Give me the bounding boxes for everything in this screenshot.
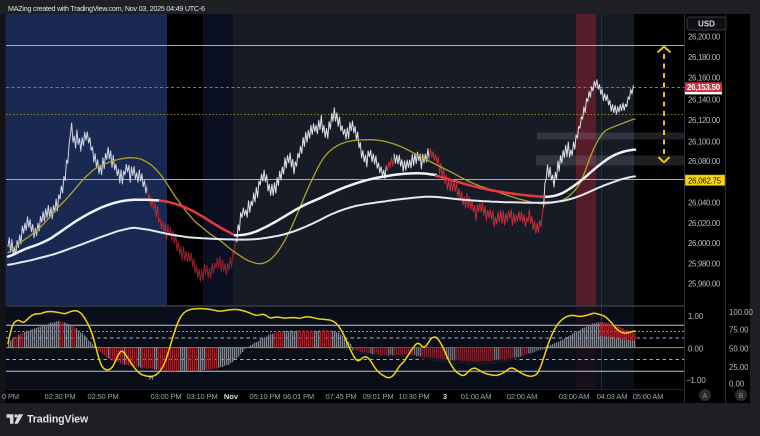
svg-text:26,140.00: 26,140.00 — [688, 96, 721, 105]
svg-text:USD: USD — [698, 19, 715, 28]
svg-text:26,040.00: 26,040.00 — [688, 198, 721, 207]
svg-text:MAZing created with TradingVie: MAZing created with TradingView.com, Nov… — [8, 4, 205, 13]
svg-text:−1.00: −1.00 — [686, 376, 706, 385]
svg-text:26,200.00: 26,200.00 — [688, 32, 721, 41]
svg-text:04:03 AM: 04:03 AM — [597, 392, 627, 401]
svg-text:26,180.00: 26,180.00 — [688, 53, 721, 62]
svg-text:Nov: Nov — [224, 392, 239, 401]
svg-text:03:00 PM: 03:00 PM — [151, 392, 182, 401]
svg-text:10:30 PM: 10:30 PM — [399, 392, 430, 401]
svg-text:TradingView: TradingView — [27, 413, 89, 425]
svg-text:01:00 AM: 01:00 AM — [461, 392, 491, 401]
svg-text:25.00: 25.00 — [729, 363, 749, 372]
svg-text:26,100.00: 26,100.00 — [688, 137, 721, 146]
svg-text:3: 3 — [443, 392, 447, 401]
svg-text:H: H — [149, 376, 153, 382]
svg-text:A: A — [703, 393, 708, 400]
svg-text:06:01 PM: 06:01 PM — [283, 392, 314, 401]
svg-text:25,960.00: 25,960.00 — [688, 280, 721, 289]
svg-text:26,120.00: 26,120.00 — [688, 116, 721, 125]
svg-text:0.00: 0.00 — [688, 345, 704, 354]
svg-text:02:30 PM: 02:30 PM — [45, 392, 76, 401]
svg-text:07:45 PM: 07:45 PM — [326, 392, 357, 401]
svg-text:02:50 PM: 02:50 PM — [88, 392, 119, 401]
svg-text:B: B — [739, 393, 744, 400]
svg-text:50.00: 50.00 — [729, 345, 749, 354]
svg-text:26,000.00: 26,000.00 — [688, 239, 721, 248]
svg-text:26,020.00: 26,020.00 — [688, 219, 721, 228]
svg-text:1.00: 1.00 — [688, 312, 704, 321]
svg-text:25,980.00: 25,980.00 — [688, 259, 721, 268]
svg-text:02:00 AM: 02:00 AM — [507, 392, 537, 401]
svg-text:26,062.75: 26,062.75 — [688, 176, 722, 185]
svg-text:05:10 PM: 05:10 PM — [250, 392, 281, 401]
svg-text:26,153.50: 26,153.50 — [687, 83, 721, 92]
svg-text:03:10 PM: 03:10 PM — [187, 392, 218, 401]
svg-text:75.00: 75.00 — [729, 326, 749, 335]
svg-text:09:01 PM: 09:01 PM — [363, 392, 394, 401]
svg-text:0 PM: 0 PM — [2, 392, 19, 401]
svg-text:26,080.00: 26,080.00 — [688, 157, 721, 166]
svg-text:0.00: 0.00 — [729, 380, 745, 389]
svg-text:26,160.00: 26,160.00 — [688, 74, 721, 83]
svg-text:03:00 AM: 03:00 AM — [559, 392, 589, 401]
svg-text:05:00 AM: 05:00 AM — [633, 392, 663, 401]
svg-text:100.00: 100.00 — [729, 308, 754, 317]
